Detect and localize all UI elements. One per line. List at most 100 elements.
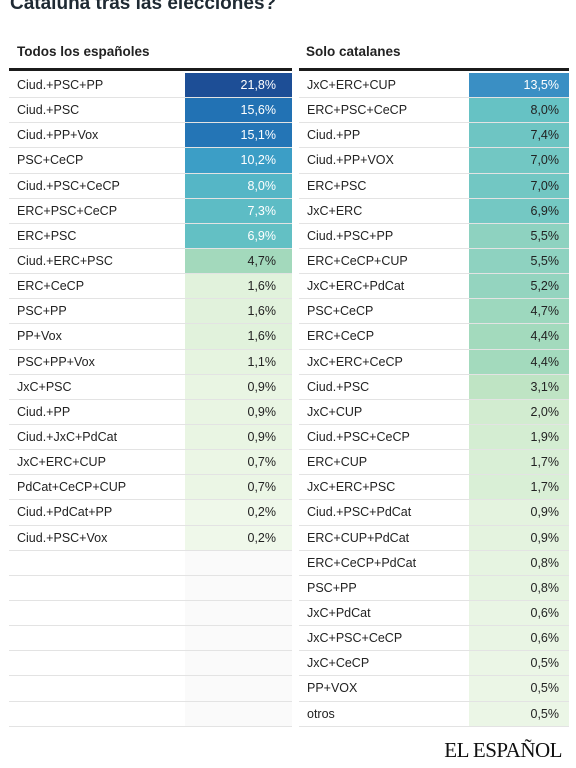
- left-coalition-table: Ciud.+PSC+PP 21,8% Ciud.+PSC 15,6% Ciud.+PP+…: [9, 73, 292, 727]
- table-row: Ciud.+PP 0,9%: [9, 399, 292, 425]
- empty-cell: [185, 600, 292, 626]
- left-column-header: Todos los españoles: [17, 44, 150, 59]
- coalition-percentage: 0,8%: [469, 575, 569, 600]
- coalition-percentage: 1,6%: [185, 299, 292, 324]
- table-row: PdCat+CeCP+CUP 0,7%: [9, 475, 292, 501]
- table-row: Ciud.+PP+VOX 7,0%: [299, 148, 569, 174]
- coalition-percentage: 0,9%: [185, 424, 292, 450]
- table-row: PP+VOX 0,5%: [299, 676, 569, 702]
- table-row: ERC+CeCP 1,6%: [9, 274, 292, 300]
- coalition-percentage: 2,0%: [469, 399, 569, 424]
- coalition-percentage: 1,1%: [185, 349, 292, 374]
- table-row: JxC+PSC 0,9%: [9, 374, 292, 400]
- coalition-name: Ciud.+PSC+PdCat: [307, 505, 412, 520]
- table-row: ERC+PSC+CeCP 8,0%: [299, 98, 569, 124]
- coalition-percentage: 5,5%: [469, 248, 569, 274]
- coalition-name: JxC+ERC+PSC: [307, 480, 396, 495]
- coalition-percentage: 0,6%: [469, 626, 569, 651]
- right-coalition-table: JxC+ERC+CUP 13,5% ERC+PSC+CeCP 8,0% Ciud.+PP…: [299, 73, 569, 727]
- coalition-percentage: 0,2%: [185, 500, 292, 525]
- coalition-name: PSC+PP+Vox: [17, 354, 95, 369]
- coalition-name: Ciud.+PSC+CeCP: [17, 178, 120, 193]
- coalition-percentage: 15,1%: [185, 123, 292, 148]
- coalition-percentage: 4,7%: [185, 248, 292, 274]
- coalition-percentage: 1,9%: [469, 424, 569, 450]
- coalition-percentage: 15,6%: [185, 98, 292, 123]
- coalition-percentage: 7,0%: [469, 173, 569, 198]
- table-row: PSC+CeCP 10,2%: [9, 148, 292, 174]
- table-row: ERC+CeCP+CUP 5,5%: [299, 248, 569, 275]
- coalition-name: ERC+CUP: [307, 455, 368, 470]
- empty-row: [9, 550, 292, 576]
- table-row: PSC+PP 1,6%: [9, 299, 292, 325]
- table-row: otros 0,5%: [299, 701, 569, 727]
- coalition-name: JxC+PSC: [17, 379, 72, 394]
- table-row: ERC+PSC 7,0%: [299, 173, 569, 199]
- table-row: Ciud.+PSC+CeCP 8,0%: [9, 173, 292, 199]
- coalition-name: JxC+ERC+PdCat: [307, 279, 405, 294]
- table-row: ERC+CUP 1,7%: [299, 450, 569, 476]
- coalition-name: ERC+PSC: [17, 228, 77, 243]
- empty-cell: [9, 651, 185, 675]
- empty-cell: [185, 701, 292, 726]
- table-row: ERC+CUP+PdCat 0,9%: [299, 525, 569, 551]
- coalition-percentage: 7,3%: [185, 198, 292, 223]
- table-row: Ciud.+PSC 15,6%: [9, 98, 292, 124]
- empty-row: [9, 676, 292, 702]
- empty-row: [9, 575, 292, 601]
- table-row: PSC+PP+Vox 1,1%: [9, 349, 292, 375]
- coalition-name: otros: [307, 706, 335, 721]
- coalition-percentage: 4,7%: [469, 299, 569, 324]
- coalition-name: Ciud.+PP+VOX: [307, 153, 394, 168]
- coalition-name: Ciud.+PSC+PP: [307, 228, 394, 243]
- coalition-percentage: 0,7%: [185, 475, 292, 500]
- empty-row: [9, 600, 292, 627]
- table-row: JxC+CeCP 0,5%: [299, 651, 569, 677]
- coalition-name: ERC+CeCP+PdCat: [307, 555, 417, 570]
- coalition-name: Ciud.+PP+Vox: [17, 128, 99, 143]
- coalition-percentage: 0,9%: [185, 374, 292, 399]
- table-row: Ciud.+PSC+PdCat 0,9%: [299, 500, 569, 526]
- coalition-name: Ciud.+PSC+CeCP: [307, 430, 410, 445]
- table-row: ERC+CeCP 4,4%: [299, 324, 569, 350]
- table-row: JxC+PSC+CeCP 0,6%: [299, 626, 569, 652]
- table-row: Ciud.+PSC+CeCP 1,9%: [299, 424, 569, 451]
- empty-cell: [185, 575, 292, 600]
- coalition-name: ERC+CUP+PdCat: [307, 530, 410, 545]
- coalition-percentage: 1,7%: [469, 475, 569, 500]
- coalition-percentage: 4,4%: [469, 324, 569, 349]
- coalition-percentage: 0,5%: [469, 651, 569, 676]
- coalition-percentage: 0,7%: [185, 450, 292, 475]
- empty-cell: [9, 576, 185, 600]
- coalition-percentage: 13,5%: [469, 73, 569, 98]
- coalition-name: Ciud.+PP: [17, 404, 71, 419]
- coalition-name: Ciud.+PSC: [17, 103, 80, 118]
- coalition-percentage: 0,5%: [469, 676, 569, 701]
- coalition-name: JxC+PdCat: [307, 606, 371, 621]
- coalition-name: ERC+CeCP+CUP: [307, 254, 408, 269]
- empty-cell: [185, 550, 292, 575]
- empty-cell: [9, 702, 185, 726]
- empty-row: [9, 651, 292, 677]
- coalition-name: JxC+ERC+CUP: [17, 455, 106, 470]
- coalition-name: ERC+CeCP: [307, 329, 375, 344]
- coalition-name: PSC+PP: [307, 580, 357, 595]
- coalition-name: JxC+CUP: [307, 404, 363, 419]
- empty-cell: [9, 676, 185, 700]
- table-row: Ciud.+ERC+PSC 4,7%: [9, 248, 292, 275]
- coalition-name: Ciud.+PSC: [307, 379, 370, 394]
- coalition-name: JxC+PSC+CeCP: [307, 631, 403, 646]
- coalition-percentage: 6,9%: [469, 198, 569, 223]
- table-row: JxC+ERC+PSC 1,7%: [299, 475, 569, 501]
- coalition-name: PP+Vox: [17, 329, 62, 344]
- coalition-percentage: 8,0%: [185, 173, 292, 198]
- table-row: JxC+ERC+PdCat 5,2%: [299, 274, 569, 300]
- empty-cell: [185, 626, 292, 651]
- coalition-percentage: 3,1%: [469, 374, 569, 399]
- table-row: JxC+ERC+CeCP 4,4%: [299, 349, 569, 375]
- table-row: Ciud.+PSC+Vox 0,2%: [9, 525, 292, 551]
- coalition-name: ERC+PSC+CeCP: [17, 203, 118, 218]
- coalition-name: JxC+ERC+CUP: [307, 78, 396, 93]
- coalition-percentage: 1,6%: [185, 274, 292, 299]
- table-row: JxC+ERC+CUP 0,7%: [9, 450, 292, 476]
